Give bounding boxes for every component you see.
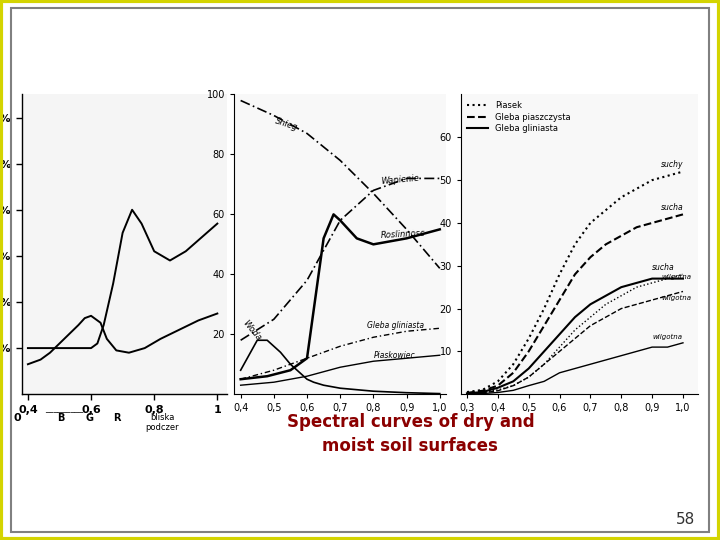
Text: Spectral curves of dry and
moist soil surfaces: Spectral curves of dry and moist soil su… xyxy=(287,413,534,455)
Snieg xyxy=(369,190,378,197)
Text: G: G xyxy=(86,413,94,423)
Woda xyxy=(436,390,444,397)
Wapienie xyxy=(436,175,444,181)
Wapienie xyxy=(336,217,344,224)
Line: Roslinnosc: Roslinnosc xyxy=(240,214,440,379)
Snieg xyxy=(402,226,411,233)
Snieg xyxy=(269,112,278,119)
Snieg xyxy=(436,265,444,272)
Text: B: B xyxy=(58,413,65,423)
Piaskowiec xyxy=(302,373,311,380)
Wapienie xyxy=(369,187,378,194)
Gleba xyxy=(269,367,278,374)
Text: wilgotna: wilgotna xyxy=(652,333,682,340)
Piaskowiec xyxy=(369,358,378,365)
Woda xyxy=(276,349,285,355)
Gleba xyxy=(236,376,245,382)
Woda xyxy=(236,367,245,374)
Roslinnosc xyxy=(302,355,311,361)
Line: Snieg: Snieg xyxy=(240,100,440,268)
Snieg xyxy=(302,130,311,137)
Text: Remote sensing VIS, NIR, SWIR: Remote sensing VIS, NIR, SWIR xyxy=(176,37,544,57)
Woda xyxy=(369,388,378,394)
Woda xyxy=(263,337,271,343)
Text: Snieg: Snieg xyxy=(274,117,299,132)
Text: Gleba gliniasta: Gleba gliniasta xyxy=(366,321,424,330)
Gleba xyxy=(336,343,344,349)
Line: Wapienie: Wapienie xyxy=(240,178,440,340)
Roslinnosc xyxy=(336,217,344,224)
Gleba xyxy=(402,328,411,334)
Text: wilgotna: wilgotna xyxy=(662,295,691,301)
Roslinnosc xyxy=(319,235,328,241)
Woda xyxy=(302,376,311,382)
Woda xyxy=(310,379,318,386)
Roslinnosc xyxy=(236,376,245,382)
Woda xyxy=(402,389,411,396)
Wapienie xyxy=(402,175,411,181)
Roslinnosc xyxy=(263,373,271,380)
Gleba xyxy=(369,334,378,341)
Wapienie xyxy=(236,337,245,343)
Line: Piaskowiec: Piaskowiec xyxy=(240,355,440,385)
Text: 0: 0 xyxy=(14,413,22,423)
Snieg xyxy=(336,157,344,164)
Wapienie xyxy=(269,316,278,322)
Text: 58: 58 xyxy=(675,511,695,526)
Woda xyxy=(286,361,294,367)
Text: suchy: suchy xyxy=(662,160,684,169)
Piaskowiec xyxy=(236,382,245,388)
Line: Woda: Woda xyxy=(240,340,440,394)
Text: wilgotna: wilgotna xyxy=(662,273,691,280)
Roslinnosc xyxy=(369,241,378,247)
Roslinnosc xyxy=(436,226,444,233)
Woda xyxy=(296,370,305,376)
Wapienie xyxy=(302,277,311,284)
Line: Gleba: Gleba xyxy=(240,328,440,379)
Woda xyxy=(336,385,344,392)
Legend: Piasek, Gleba piaszczysta, Gleba gliniasta: Piasek, Gleba piaszczysta, Gleba glinias… xyxy=(465,99,573,136)
Text: sucha: sucha xyxy=(662,203,684,212)
Woda xyxy=(319,382,328,388)
Gleba xyxy=(302,355,311,361)
Piaskowiec xyxy=(402,355,411,361)
Text: Piaskowiec: Piaskowiec xyxy=(374,351,415,360)
Text: Wapienie: Wapienie xyxy=(380,174,419,186)
Piaskowiec xyxy=(269,379,278,386)
Text: Woda: Woda xyxy=(240,318,263,342)
Text: ─────────: ───────── xyxy=(45,410,84,416)
Piaskowiec xyxy=(336,364,344,370)
Text: R: R xyxy=(114,413,121,423)
Roslinnosc xyxy=(353,235,361,241)
Roslinnosc xyxy=(286,367,294,374)
Gleba xyxy=(436,325,444,332)
Roslinnosc xyxy=(402,235,411,241)
Snieg xyxy=(236,97,245,104)
Woda xyxy=(253,337,261,343)
Text: Roslinnosc: Roslinnosc xyxy=(380,229,426,240)
Piaskowiec xyxy=(436,352,444,359)
Text: bliska
podczer: bliska podczer xyxy=(145,413,179,433)
Text: sucha: sucha xyxy=(652,263,675,272)
Roslinnosc xyxy=(329,211,338,218)
